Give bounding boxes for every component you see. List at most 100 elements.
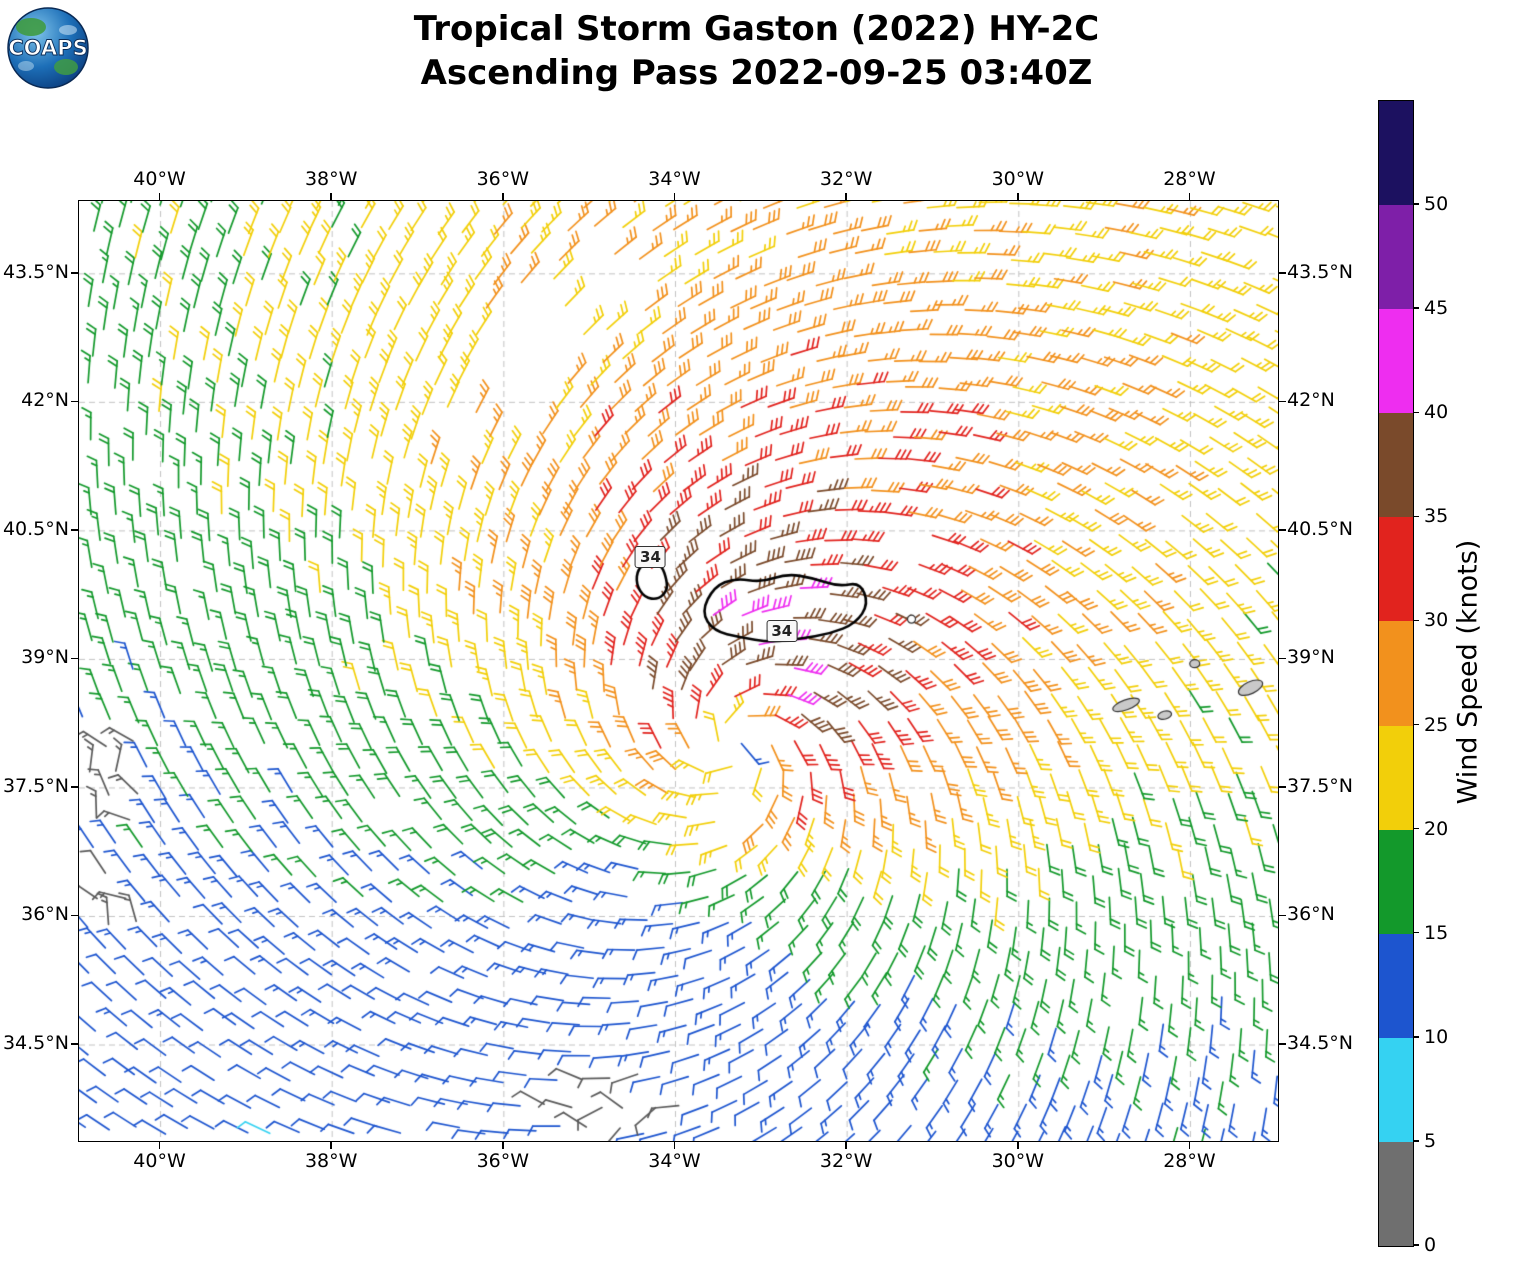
colorbar-tick-mark (1413, 411, 1419, 414)
colorbar-segment (1379, 725, 1413, 830)
coaps-logo-text: COAPS (8, 36, 87, 60)
colorbar-tick-mark (1413, 1140, 1419, 1142)
x-tick-mark (1017, 1141, 1019, 1149)
y-tick-mark (1278, 272, 1286, 274)
colorbar-tick-mark (1413, 827, 1419, 830)
x-tick-label-bottom: 32°W (819, 1150, 873, 1172)
y-tick-label-right: 43.5°N (1287, 260, 1354, 283)
title-line-1: Tropical Storm Gaston (2022) HY-2C (413, 9, 1100, 49)
colorbar-tick-label: 15 (1424, 921, 1449, 944)
x-tick-mark (502, 193, 504, 200)
x-tick-label-bottom: 28°W (1163, 1150, 1216, 1172)
colorbar-segment (1379, 101, 1413, 206)
y-tick-mark (1278, 529, 1286, 531)
colorbar-tick-mark (1413, 203, 1419, 205)
colorbar-tick-mark (1413, 515, 1419, 518)
y-tick-label-right: 39°N (1287, 646, 1335, 669)
x-tick-mark (158, 193, 161, 200)
colorbar-tick-label: 10 (1424, 1025, 1449, 1048)
colorbar-tick-label: 20 (1424, 817, 1449, 840)
x-tick-mark (673, 1141, 676, 1149)
x-tick-mark (502, 1141, 504, 1149)
x-tick-label-top: 40°W (133, 168, 186, 190)
y-tick-mark (1278, 786, 1286, 788)
y-tick-label-left: 42°N (21, 389, 69, 412)
colorbar-tick-label: 0 (1424, 1234, 1437, 1256)
colorbar-segment (1379, 309, 1413, 414)
coaps-logo: COAPS (6, 6, 90, 90)
colorbar-tick-label: 30 (1424, 609, 1449, 632)
y-tick-mark (71, 786, 78, 788)
colorbar-tick-mark (1413, 931, 1419, 934)
colorbar-segment (1379, 517, 1413, 622)
x-tick-mark (330, 193, 332, 200)
y-tick-label-right: 42°N (1287, 389, 1335, 412)
colorbar-tick-label: 35 (1424, 505, 1449, 528)
wind-radii-label: 34 (635, 546, 666, 569)
y-tick-label-left: 36°N (21, 903, 69, 926)
y-tick-label-right: 40.5°N (1287, 517, 1354, 540)
y-tick-label-right: 36°N (1287, 903, 1335, 926)
x-tick-label-top: 36°W (476, 168, 530, 190)
x-tick-label-bottom: 40°W (133, 1150, 186, 1172)
y-tick-mark (71, 400, 78, 403)
colorbar-segment (1379, 933, 1413, 1038)
x-tick-label-bottom: 38°W (304, 1150, 358, 1172)
colorbar-tick-mark (1413, 619, 1419, 622)
colorbar-tick-label: 40 (1424, 401, 1449, 424)
y-tick-label-right: 34.5°N (1287, 1032, 1354, 1055)
x-tick-mark (330, 1141, 332, 1149)
y-tick-label-right: 37.5°N (1287, 774, 1354, 797)
y-tick-label-left: 34.5°N (2, 1032, 69, 1055)
y-tick-mark (1278, 914, 1286, 917)
y-tick-mark (71, 657, 78, 660)
coaps-globe-icon: COAPS (7, 7, 89, 89)
colorbar (1378, 100, 1414, 1247)
x-tick-mark (673, 193, 676, 200)
wind-field-canvas (78, 200, 1279, 1142)
colorbar-axis-label: Wind Speed (knots) (1452, 539, 1484, 805)
x-tick-label-top: 32°W (819, 168, 873, 190)
y-tick-mark (71, 1043, 78, 1045)
x-tick-label-top: 34°W (648, 168, 701, 190)
y-tick-label-left: 37.5°N (2, 774, 69, 797)
y-tick-mark (71, 529, 78, 531)
y-tick-mark (71, 914, 78, 917)
colorbar-tick-mark (1413, 307, 1419, 309)
y-tick-label-left: 39°N (21, 646, 69, 669)
colorbar-segment (1379, 621, 1413, 726)
colorbar-segment (1379, 1037, 1413, 1142)
colorbar-segment (1379, 205, 1413, 310)
x-tick-label-top: 38°W (304, 168, 358, 190)
x-tick-mark (1188, 193, 1191, 200)
x-tick-mark (1188, 1141, 1191, 1149)
y-tick-label-left: 40.5°N (2, 517, 69, 540)
y-tick-mark (1278, 400, 1286, 403)
colorbar-segment (1379, 1141, 1413, 1247)
x-tick-label-bottom: 34°W (648, 1150, 701, 1172)
figure-title: Tropical Storm Gaston (2022) HY-2C Ascen… (0, 8, 1513, 95)
colorbar-tick-label: 5 (1424, 1129, 1437, 1152)
y-tick-mark (71, 272, 78, 274)
colorbar-tick-label: 45 (1424, 297, 1449, 320)
x-tick-label-top: 30°W (991, 168, 1045, 190)
title-line-2: Ascending Pass 2022-09-25 03:40Z (420, 52, 1093, 93)
colorbar-tick-label: 25 (1424, 713, 1449, 736)
x-tick-mark (845, 1141, 847, 1149)
y-tick-mark (1278, 657, 1286, 660)
x-tick-mark (158, 1141, 161, 1149)
wind-radii-label: 34 (766, 620, 798, 642)
x-tick-label-top: 28°W (1163, 168, 1216, 190)
y-tick-mark (1278, 1043, 1286, 1045)
x-tick-mark (845, 193, 847, 200)
y-tick-label-left: 43.5°N (2, 260, 69, 283)
colorbar-segment (1379, 829, 1413, 934)
colorbar-tick-mark (1413, 1244, 1419, 1246)
colorbar-tick-label: 50 (1424, 193, 1449, 216)
x-tick-mark (1017, 193, 1019, 200)
colorbar-segment (1379, 413, 1413, 518)
colorbar-tick-mark (1413, 723, 1419, 726)
x-tick-label-bottom: 36°W (476, 1150, 530, 1172)
colorbar-tick-mark (1413, 1036, 1419, 1038)
